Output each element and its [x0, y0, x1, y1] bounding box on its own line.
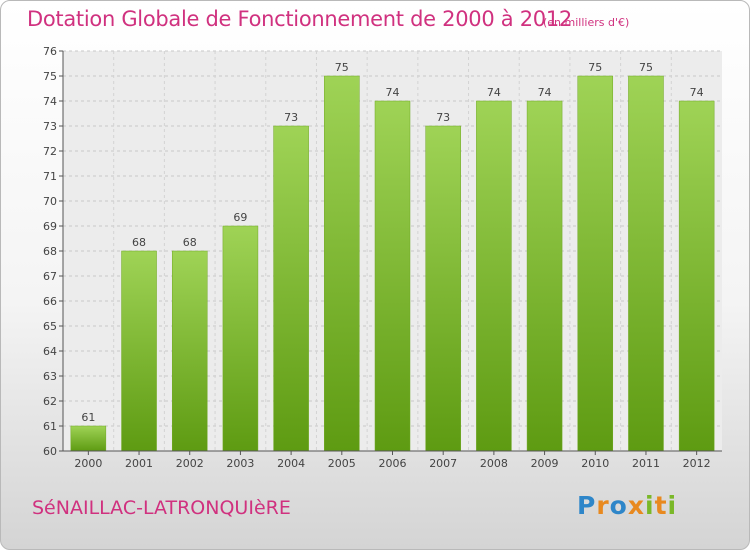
- logo-letter: o: [609, 491, 628, 520]
- data-label: 74: [487, 86, 501, 99]
- data-label: 74: [386, 86, 400, 99]
- y-tick-label: 67: [43, 270, 57, 283]
- y-tick-label: 69: [43, 220, 57, 233]
- data-label: 75: [639, 61, 653, 74]
- y-tick-label: 63: [43, 370, 57, 383]
- data-label: 73: [284, 111, 298, 124]
- data-label: 68: [183, 236, 197, 249]
- logo-letter: i: [645, 491, 655, 520]
- bar-2007: [425, 125, 461, 452]
- y-tick-label: 75: [43, 70, 57, 83]
- bar-2006: [374, 100, 411, 452]
- bar-2008: [476, 100, 512, 452]
- x-tick-label: 2006: [379, 457, 407, 470]
- data-label: 75: [335, 61, 349, 74]
- x-tick-label: 2011: [632, 457, 660, 470]
- bar-2005: [324, 75, 360, 452]
- logo-letter: r: [596, 491, 610, 520]
- x-tick-label: 2003: [226, 457, 254, 470]
- x-tick-label: 2002: [176, 457, 204, 470]
- bar-2002: [171, 250, 208, 452]
- x-tick-label: 2008: [480, 457, 508, 470]
- x-tick-label: 2007: [429, 457, 457, 470]
- bar-2010: [577, 75, 614, 452]
- bar-2003: [222, 225, 259, 452]
- logo-letter: t: [654, 491, 668, 520]
- y-tick-label: 60: [43, 445, 57, 458]
- x-tick-label: 2001: [125, 457, 153, 470]
- bar-2009: [526, 100, 563, 452]
- chart-title: Dotation Globale de Fonctionnement de 20…: [27, 7, 572, 31]
- x-tick-label: 2004: [277, 457, 305, 470]
- x-tick-label: 2010: [581, 457, 609, 470]
- chart-unit: (en milliers d'€): [543, 16, 630, 29]
- logo-letter: P: [577, 491, 597, 520]
- data-label: 74: [538, 86, 552, 99]
- bar-2012: [678, 100, 715, 452]
- y-tick-label: 70: [43, 195, 57, 208]
- y-tick-label: 66: [43, 295, 57, 308]
- y-tick-label: 73: [43, 120, 57, 133]
- data-label: 74: [690, 86, 704, 99]
- data-label: 68: [132, 236, 146, 249]
- y-tick-label: 65: [43, 320, 57, 333]
- data-label: 69: [233, 211, 247, 224]
- y-tick-label: 62: [43, 395, 57, 408]
- commune-name: SéNAILLAC-LATRONQUIèRE: [32, 497, 291, 519]
- x-tick-label: 2005: [328, 457, 356, 470]
- x-tick-label: 2009: [531, 457, 559, 470]
- x-tick-label: 2000: [74, 457, 102, 470]
- x-tick-label: 2012: [683, 457, 711, 470]
- data-label: 75: [588, 61, 602, 74]
- bar-2004: [273, 125, 309, 452]
- y-tick-label: 74: [43, 95, 57, 108]
- y-tick-label: 64: [43, 345, 57, 358]
- y-tick-label: 72: [43, 145, 57, 158]
- y-tick-label: 61: [43, 420, 57, 433]
- y-tick-label: 76: [43, 45, 57, 58]
- data-label: 61: [81, 411, 95, 424]
- logo-letter: i: [667, 491, 678, 520]
- y-tick-label: 71: [43, 170, 57, 183]
- bar-2000: [70, 425, 107, 452]
- data-label: 73: [436, 111, 450, 124]
- bar-2001: [121, 250, 157, 452]
- logo-letter: x: [627, 491, 645, 520]
- proxiti-logo: Proxiti: [577, 491, 677, 520]
- bar-2011: [628, 75, 664, 452]
- y-tick-label: 68: [43, 245, 57, 258]
